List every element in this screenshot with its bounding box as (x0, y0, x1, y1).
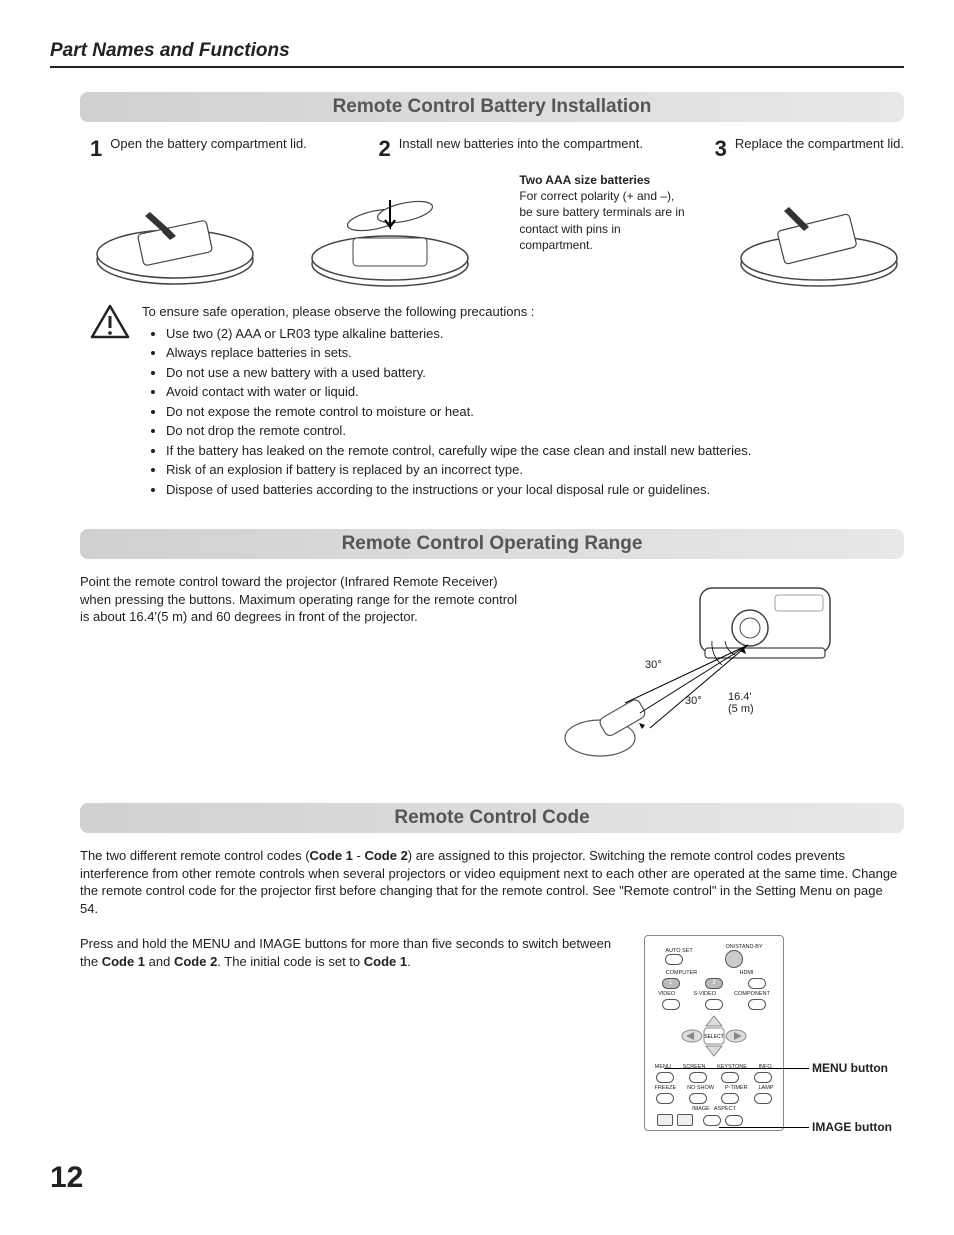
freeze-button-icon (656, 1093, 674, 1104)
step-text-3: Replace the compartment lid. (735, 136, 904, 153)
section-battery-install: Remote Control Battery Installation 1 Op… (80, 92, 904, 499)
label-screen: SCREEN (683, 1064, 706, 1070)
label-noshow: NO SHOW (687, 1085, 714, 1091)
menu-callout: MENU button (812, 1061, 888, 1075)
image-callout-line (719, 1127, 809, 1128)
warn-item: Use two (2) AAA or LR03 type alkaline ba… (166, 324, 751, 344)
code-body-pre: The two different remote control codes ( (80, 848, 310, 863)
computer1-button-icon: 1 (662, 978, 680, 989)
power-button-icon (725, 950, 743, 968)
label-n2: 2 (706, 979, 722, 988)
warn-item: If the battery has leaked on the remote … (166, 441, 751, 461)
remote-diagram: AUTO SET ON/STAND-BY COMPUTER HDMI 1 (644, 935, 784, 1131)
label-select: SELECT (704, 1034, 723, 1040)
autoset-button-icon (665, 954, 683, 965)
warn-item: Dispose of used batteries according to t… (166, 480, 751, 500)
battery-note: Two AAA size batteries For correct polar… (519, 172, 689, 292)
battery-note-title: Two AAA size batteries (519, 172, 689, 188)
video-button-icon (662, 999, 680, 1010)
angle-label-1: 30° (645, 659, 662, 671)
label-aspect: ASPECT (714, 1106, 736, 1112)
page-header: Part Names and Functions (50, 40, 904, 68)
warn-item: Do not use a new battery with a used bat… (166, 363, 751, 383)
lower-c1: Code 1 (102, 954, 145, 969)
label-keystone: KEYSTONE (717, 1064, 747, 1070)
range-illustration: 30° 30° 16.4' (5 m) (550, 573, 850, 773)
warn-item: Risk of an explosion if battery is repla… (166, 460, 751, 480)
lower-and: and (145, 954, 174, 969)
step-num-3: 3 (715, 136, 727, 162)
range-text: Point the remote control toward the proj… (80, 573, 520, 773)
hdmi-button-icon (748, 978, 766, 989)
section-remote-code: Remote Control Code The two different re… (80, 803, 904, 1131)
section-operating-range: Remote Control Operating Range Point the… (80, 529, 904, 773)
warn-list: Use two (2) AAA or LR03 type alkaline ba… (142, 324, 751, 500)
remote-insert-batteries-illustration (305, 172, 475, 292)
lower-c1b: Code 1 (364, 954, 407, 969)
warn-item: Always replace batteries in sets. (166, 343, 751, 363)
angle-label-2: 30° (685, 695, 702, 707)
warn-item: Do not expose the remote control to mois… (166, 402, 751, 422)
warn-item: Do not drop the remote control. (166, 421, 751, 441)
distance-label: 16.4' (5 m) (728, 691, 754, 715)
code1-label: Code 1 (310, 848, 353, 863)
label-image: IMAGE (692, 1106, 710, 1112)
step-text-1: Open the battery compartment lid. (110, 136, 307, 153)
dpad-icon: SELECT (674, 1014, 754, 1058)
computer2-button-icon: 2 (705, 978, 723, 989)
label-info: INFO. (759, 1064, 774, 1070)
section-title-1: Remote Control Battery Installation (80, 92, 904, 122)
image-button-icon (703, 1115, 721, 1126)
label-onstandby: ON/STAND-BY (725, 944, 762, 950)
image-callout: IMAGE button (812, 1120, 892, 1134)
svideo-button-icon (705, 999, 723, 1010)
step-2: 2 Install new batteries into the compart… (378, 136, 642, 162)
remote-open-lid-illustration (90, 172, 260, 292)
label-ptimer: P-TIMER (725, 1085, 748, 1091)
section-title-2: Remote Control Operating Range (80, 529, 904, 559)
step-num-1: 1 (90, 136, 102, 162)
lamp-button-icon (754, 1093, 772, 1104)
battery-note-body: For correct polarity (+ and –), be sure … (519, 188, 689, 253)
warning-block: To ensure safe operation, please observe… (90, 302, 904, 499)
label-computer: COMPUTER (662, 970, 702, 976)
step-num-2: 2 (378, 136, 390, 162)
label-hdmi: HDMI (727, 970, 767, 976)
page-number: 12 (50, 1161, 904, 1195)
warn-item: Avoid contact with water or liquid. (166, 382, 751, 402)
label-autoset: AUTO SET (665, 948, 692, 954)
label-svideo: S-VIDEO (693, 991, 716, 997)
label-lamp: LAMP (759, 1085, 774, 1091)
screen-button-icon (689, 1072, 707, 1083)
aspect-button-icon (725, 1115, 743, 1126)
lower-c2: Code 2 (174, 954, 217, 969)
code-dash: - (353, 848, 365, 863)
label-n1: 1 (663, 979, 679, 988)
section-title-3: Remote Control Code (80, 803, 904, 833)
step-1: 1 Open the battery compartment lid. (90, 136, 307, 162)
label-freeze: FREEZE (654, 1085, 676, 1091)
label-video: VIDEO (658, 991, 675, 997)
label-menu: MENU (655, 1064, 671, 1070)
noshow-button-icon (689, 1093, 707, 1104)
menu-button-icon (656, 1072, 674, 1083)
warning-triangle-icon (90, 304, 130, 340)
info-button-icon (754, 1072, 772, 1083)
menu-callout-line (664, 1068, 809, 1069)
remote-close-lid-illustration (734, 172, 904, 292)
step-text-2: Install new batteries into the compartme… (399, 136, 643, 153)
label-component: COMPONENT (734, 991, 770, 997)
keystone-button-icon (721, 1072, 739, 1083)
code-lower-text: Press and hold the MENU and IMAGE button… (80, 935, 624, 1131)
step-3: 3 Replace the compartment lid. (715, 136, 904, 162)
lower-post: . The initial code is set to (217, 954, 363, 969)
lower-end: . (407, 954, 411, 969)
code-body: The two different remote control codes (… (80, 847, 904, 917)
component-button-icon (748, 999, 766, 1010)
vol-up-button-icon (677, 1114, 693, 1126)
warn-intro: To ensure safe operation, please observe… (142, 302, 751, 322)
vol-down-button-icon (657, 1114, 673, 1126)
ptimer-button-icon (721, 1093, 739, 1104)
code2-label: Code 2 (364, 848, 407, 863)
